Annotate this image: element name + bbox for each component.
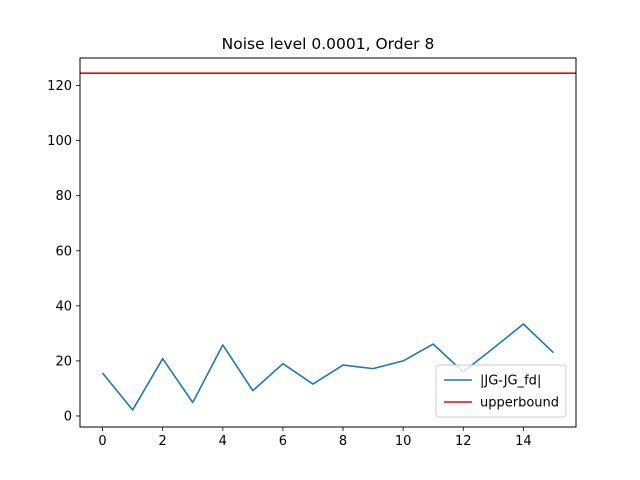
y-tick-label: 60 — [55, 244, 72, 259]
x-tick-label: 6 — [279, 434, 287, 449]
chart-title: Noise level 0.0001, Order 8 — [222, 35, 435, 53]
x-tick-label: 14 — [515, 434, 532, 449]
x-tick-label: 2 — [159, 434, 167, 449]
legend-label: |JG-JG_fd| — [480, 374, 541, 389]
x-tick-label: 0 — [98, 434, 106, 449]
plot-area — [80, 72, 576, 411]
y-tick-label: 20 — [55, 354, 72, 369]
y-tick-label: 120 — [47, 79, 72, 94]
axes-frame — [79, 57, 577, 428]
legend-label: upperbound — [480, 396, 559, 411]
axes-ticks: 0 2 4 6 8 10 12 14 0 20 40 60 80 100 120 — [47, 79, 531, 449]
y-tick-label: 40 — [55, 299, 72, 314]
y-tick-label: 80 — [55, 189, 72, 204]
y-tick-label: 100 — [47, 134, 72, 149]
y-tick-label: 0 — [64, 409, 72, 424]
x-tick-label: 10 — [395, 434, 412, 449]
x-tick-label: 12 — [455, 434, 472, 449]
x-tick-label: 8 — [339, 434, 347, 449]
legend-box — [435, 364, 567, 418]
x-tick-label: 4 — [219, 434, 227, 449]
legend: |JG-JG_fd| upperbound — [435, 364, 567, 418]
series-line-error — [101, 323, 555, 411]
